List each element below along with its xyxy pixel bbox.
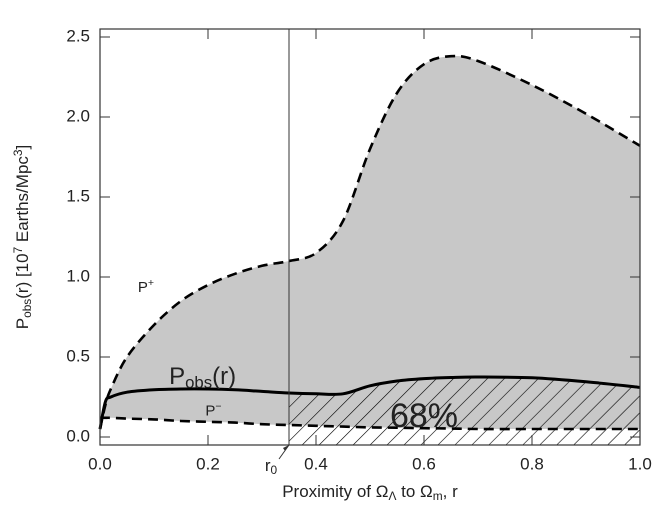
hatched-label: 68% bbox=[390, 397, 458, 435]
text-part: P bbox=[205, 402, 215, 419]
text-part: r bbox=[265, 456, 271, 475]
text-part: ] bbox=[13, 145, 32, 150]
text-part: 0 bbox=[271, 463, 278, 477]
series-line bbox=[98, 54, 641, 430]
text-part: (r) bbox=[212, 363, 236, 390]
x-tick-label: 0.2 bbox=[196, 454, 220, 473]
text-part: m bbox=[433, 489, 443, 503]
y-tick-label: 1.5 bbox=[66, 186, 90, 205]
x-tick-label: 0.6 bbox=[412, 454, 436, 473]
text-part: P bbox=[13, 318, 32, 329]
text-part: Earths/Mpc bbox=[13, 156, 32, 247]
text-part: obs bbox=[185, 372, 212, 391]
r0-arrowhead bbox=[283, 445, 289, 451]
series-line bbox=[100, 416, 640, 431]
x-axis-label: Proximity of ΩΛ to Ωm, r bbox=[282, 482, 458, 502]
confidence-band bbox=[100, 56, 640, 430]
series-label: P+ bbox=[138, 277, 154, 296]
series-label: P− bbox=[205, 400, 221, 419]
text-part: Proximity of Ω bbox=[282, 482, 388, 501]
text-part: P bbox=[169, 363, 185, 390]
text-part: + bbox=[148, 277, 154, 289]
text-part: − bbox=[215, 400, 221, 412]
x-tick-label: 0.4 bbox=[304, 454, 328, 473]
series-line bbox=[98, 375, 641, 430]
x-tick-label: 0.8 bbox=[520, 454, 544, 473]
y-tick-label: 0.5 bbox=[66, 346, 90, 365]
x-tick-label: 0.0 bbox=[88, 454, 112, 473]
text-part: obs bbox=[20, 299, 34, 318]
y-axis-label: Pobs(r) [107 Earths/Mpc3] bbox=[11, 145, 34, 330]
series-label: Pobs(r) bbox=[169, 363, 236, 391]
x-tick-label: 1.0 bbox=[628, 454, 652, 473]
text-part: Λ bbox=[388, 489, 396, 503]
y-tick-label: 1.0 bbox=[66, 266, 90, 285]
text-part: 7 bbox=[11, 246, 25, 253]
text-part: 3 bbox=[11, 149, 25, 156]
text-part: (r) [10 bbox=[13, 253, 32, 298]
y-tick-label: 0.0 bbox=[66, 426, 90, 445]
text-part: P bbox=[138, 279, 148, 296]
text-part: , r bbox=[443, 482, 458, 501]
y-tick-label: 2.0 bbox=[66, 106, 90, 125]
y-tick-label: 2.5 bbox=[66, 26, 90, 45]
plot-frame bbox=[99, 28, 641, 446]
text-part: to Ω bbox=[396, 482, 432, 501]
r0-label: r0 bbox=[265, 456, 278, 476]
